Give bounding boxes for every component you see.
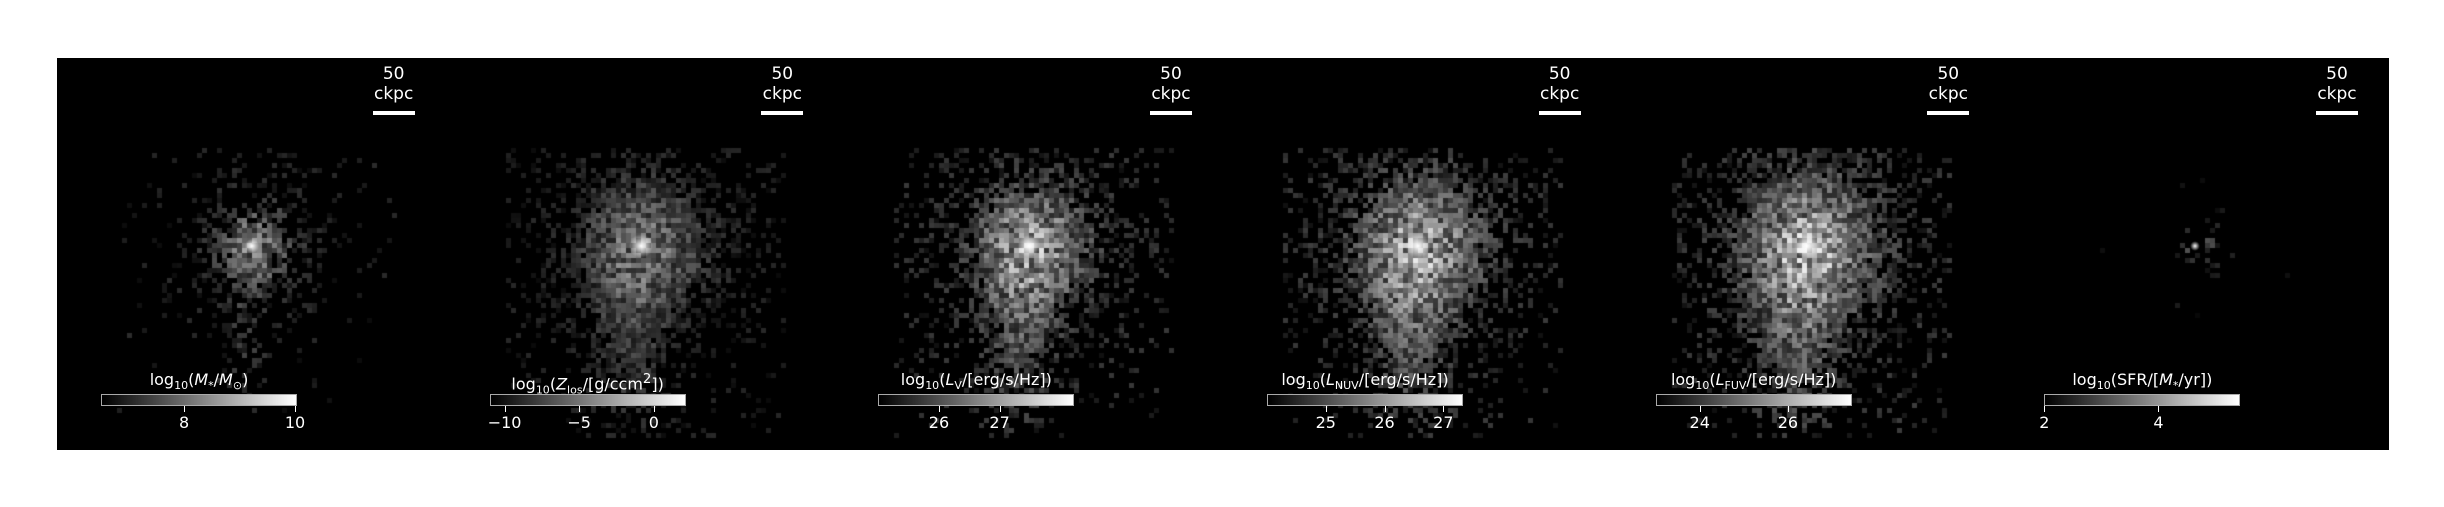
colorbar-tick-label: 2 (2039, 413, 2050, 432)
scalebar-line (1149, 111, 1192, 115)
scalebar-line (761, 111, 804, 115)
panel-star-formation-rate: 50 ckpc log10(SFR/[M*/yr]) 2 4 (2000, 58, 2389, 450)
colorbar (2044, 394, 2241, 406)
galaxy-map-stellar-mass (57, 58, 445, 450)
scalebar: 50 ckpc (1528, 64, 1592, 115)
colorbar-label: log10(SFR/[M*/yr]) (2072, 370, 2213, 393)
colorbar-tick (1443, 406, 1445, 412)
colorbar-tick-label: 4 (2153, 413, 2164, 432)
scalebar-label: 50 ckpc (373, 64, 414, 104)
colorbar-tick (653, 406, 655, 412)
scalebar: 50 ckpc (750, 64, 814, 115)
scalebar-label: 50 ckpc (2317, 64, 2357, 104)
colorbar-tick (1384, 406, 1386, 412)
galaxy-map-metallicity (445, 58, 834, 450)
colorbar-tick (999, 406, 1001, 412)
colorbar-tick-label: 25 (1315, 413, 1336, 432)
colorbar-tick (1325, 406, 1327, 412)
colorbar-tick-label: 24 (1689, 413, 1710, 432)
colorbar (101, 394, 297, 406)
colorbar (1655, 394, 1852, 406)
scalebar-label: 50 ckpc (762, 64, 802, 104)
image-strip: 50 ckpc log10(M*/M⊙) 8 10 50 ckpc log10(Zlos/… (57, 58, 2389, 450)
scalebar-line (2315, 111, 2358, 115)
scalebar-line (1927, 111, 1970, 115)
galaxy-map-nuv-luminosity (1223, 58, 1611, 450)
panel-metallicity: 50 ckpc log10(Zlos/[g/ccm2]) −10 −5 0 (445, 58, 835, 450)
scalebar: 50 ckpc (1916, 64, 1980, 115)
panel-fuv-luminosity: 50 ckpc log10(LFUV/[erg/s/Hz]) 24 26 (1611, 58, 2001, 450)
colorbar-tick (504, 406, 506, 412)
colorbar-tick-label: 26 (1777, 413, 1799, 432)
scalebar-label: 50 ckpc (1151, 64, 1191, 104)
colorbar (1267, 394, 1463, 406)
galaxy-map-fuv-luminosity (1611, 58, 2000, 450)
scalebar-label: 50 ckpc (1928, 64, 1968, 104)
colorbar-tick (2044, 406, 2046, 412)
colorbar-label: log10(M*/M⊙) (149, 370, 249, 393)
scalebar: 50 ckpc (2305, 64, 2369, 115)
colorbar-label: log10(LNUV/[erg/s/Hz]) (1281, 370, 1449, 393)
colorbar-tick (1699, 406, 1701, 412)
galaxy-map-star-formation-rate (2000, 58, 2389, 450)
colorbar-tick (2158, 406, 2160, 412)
colorbar-tick (579, 406, 581, 412)
colorbar-tick-label: −5 (567, 413, 591, 432)
colorbar-tick-label: 26 (1374, 413, 1395, 432)
colorbar-tick-label: 27 (1433, 413, 1454, 432)
scalebar: 50 ckpc (1139, 64, 1203, 115)
panel-stellar-mass: 50 ckpc log10(M*/M⊙) 8 10 (57, 58, 446, 450)
scalebar-line (372, 111, 415, 115)
colorbar-label: log10(LV/[erg/s/Hz]) (900, 370, 1052, 393)
colorbar-tick (184, 406, 186, 412)
scalebar: 50 ckpc (362, 64, 426, 115)
colorbar-label: log10(LFUV/[erg/s/Hz]) (1670, 370, 1837, 393)
colorbar (489, 394, 686, 406)
colorbar-tick-label: 26 (928, 413, 950, 432)
colorbar-tick (295, 406, 296, 412)
colorbar (878, 394, 1075, 406)
colorbar-tick (938, 406, 940, 412)
scalebar-label: 50 ckpc (1539, 64, 1580, 104)
panel-v-band-luminosity: 50 ckpc log10(LV/[erg/s/Hz]) 26 27 (834, 58, 1223, 450)
panel-nuv-luminosity: 50 ckpc log10(LNUV/[erg/s/Hz]) 25 26 27 (1223, 58, 1612, 450)
colorbar-tick-label: 10 (284, 413, 306, 432)
colorbar-tick-label: 27 (989, 413, 1010, 432)
scalebar-line (1538, 111, 1581, 115)
colorbar-tick-label: 8 (179, 413, 190, 432)
colorbar-tick-label: −10 (487, 413, 522, 432)
colorbar-tick-label: 0 (648, 413, 659, 432)
colorbar-label: log10(Zlos/[g/ccm2]) (511, 372, 664, 397)
galaxy-map-v-band-luminosity (834, 58, 1223, 450)
colorbar-tick (1787, 406, 1789, 412)
